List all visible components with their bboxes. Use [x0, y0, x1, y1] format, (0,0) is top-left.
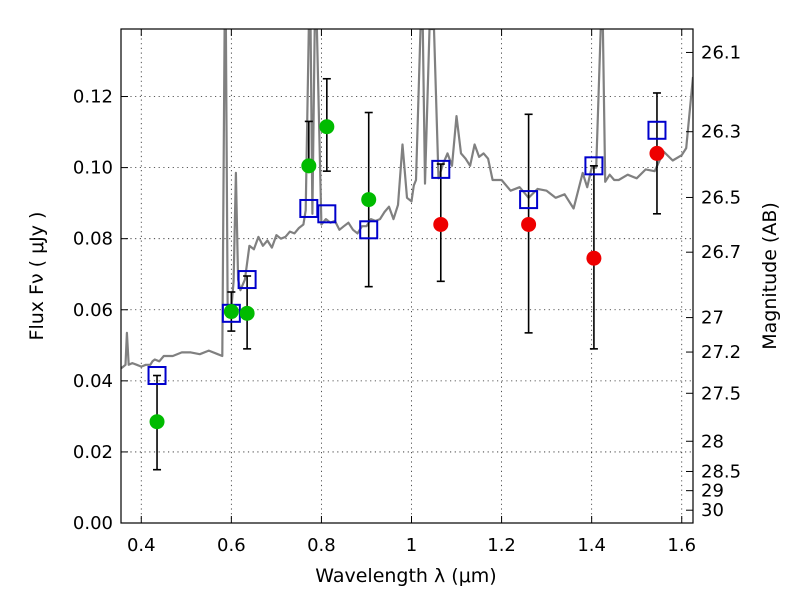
limit-point [586, 250, 602, 266]
mag-tick-label: 27.2 [701, 342, 741, 363]
y-tick-label: 0.04 [73, 371, 113, 392]
model-photometry-square [237, 270, 257, 290]
x-axis-label: Wavelength λ (μm) [315, 565, 496, 587]
mag-tick-label: 26.5 [701, 187, 741, 208]
x-tick-label: 1 [406, 535, 417, 556]
detection-point [361, 192, 377, 208]
x-tick-label: 0.4 [127, 535, 156, 556]
mag-tick-label: 26.7 [701, 242, 741, 263]
x-tick-label: 0.6 [217, 535, 246, 556]
detection-point [319, 119, 335, 135]
x-tick-label: 1.2 [487, 535, 516, 556]
model-photometry-square [147, 366, 167, 386]
limit-point [649, 145, 665, 161]
right-axis-label: Magnitude (AB) [759, 202, 781, 350]
model-photometry-square [299, 198, 319, 218]
mag-tick-label: 26.3 [701, 122, 741, 143]
x-tick-label: 0.8 [307, 535, 336, 556]
spectrum-line [121, 29, 693, 370]
mag-tick-label: 29 [701, 481, 724, 502]
mag-tick-label: 26.1 [701, 42, 741, 63]
mag-tick-label: 27.5 [701, 383, 741, 404]
y-axis-label: Flux Fν ( μJy ) [26, 212, 48, 341]
model-photometry-square [317, 204, 337, 224]
model-photometry-square [431, 159, 451, 179]
y-tick-label: 0.10 [73, 158, 113, 179]
axis-ticks: 0.4 0.6 0.8 1 1.2 1.4 1.6 0.00 0.02 0.04 0.06 0.08 0… [73, 29, 741, 556]
x-tick-label: 1.6 [667, 535, 696, 556]
detection-point [149, 414, 165, 430]
y-tick-label: 0.00 [73, 513, 113, 534]
mag-tick-label: 28.5 [701, 461, 741, 482]
y-tick-label: 0.06 [73, 300, 113, 321]
detection-point [301, 158, 317, 174]
detection-point [223, 304, 239, 320]
model-photometry-square [519, 190, 539, 210]
model-photometry-square [359, 220, 379, 240]
y-tick-label: 0.08 [73, 229, 113, 250]
grid-lines [121, 29, 693, 524]
model-photometry-square [584, 156, 604, 176]
plot-series [121, 29, 693, 471]
y-tick-label: 0.12 [73, 87, 113, 108]
limit-point [521, 216, 537, 232]
x-tick-label: 1.4 [577, 535, 606, 556]
detection-point [239, 305, 255, 321]
plot-frame [120, 28, 694, 524]
mag-tick-label: 30 [701, 500, 724, 521]
mag-tick-label: 27 [701, 308, 724, 329]
limit-point [433, 216, 449, 232]
model-photometry-square [647, 120, 667, 140]
mag-tick-label: 28 [701, 431, 724, 452]
y-tick-label: 0.02 [73, 442, 113, 463]
